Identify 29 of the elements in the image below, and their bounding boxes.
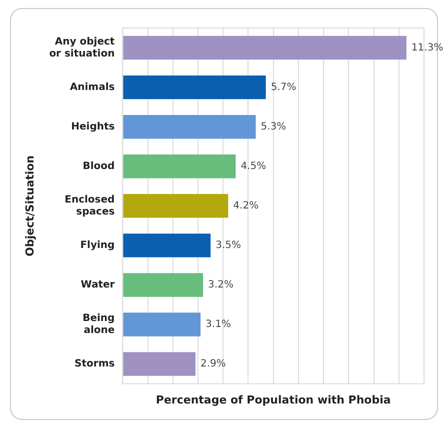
y-tick-label: Being alone — [82, 313, 115, 336]
data-label: 11.3% — [411, 42, 444, 54]
bar — [123, 194, 228, 218]
data-label: 5.3% — [260, 121, 286, 132]
y-tick-label: Any object or situation — [49, 36, 115, 60]
y-axis-title: Object/Situation — [23, 155, 36, 256]
data-label: 2.9% — [200, 358, 226, 370]
bar — [123, 114, 256, 139]
bar — [123, 273, 204, 297]
bar — [123, 312, 201, 336]
y-tick-label: Animals — [70, 82, 115, 93]
y-tick-label: Blood — [82, 160, 115, 172]
y-tick-label: Storms — [74, 358, 115, 370]
bar — [123, 36, 406, 60]
data-label: 3.1% — [206, 319, 231, 330]
y-tick-label: Enclosed spaces — [64, 194, 115, 218]
bar — [123, 154, 236, 178]
data-label: 4.2% — [233, 200, 259, 212]
bar — [123, 234, 211, 258]
data-label: 3.2% — [208, 280, 234, 291]
y-tick-label: Water — [80, 280, 115, 291]
data-label: 4.5% — [240, 160, 266, 172]
data-label: 5.7% — [270, 82, 296, 93]
x-axis-title: Percentage of Population with Phobia — [156, 393, 391, 406]
y-tick-label: Flying — [80, 240, 115, 252]
y-tick-label: Heights — [71, 121, 115, 132]
bar — [123, 352, 196, 376]
data-label: 3.5% — [216, 240, 241, 252]
bar — [123, 75, 266, 100]
